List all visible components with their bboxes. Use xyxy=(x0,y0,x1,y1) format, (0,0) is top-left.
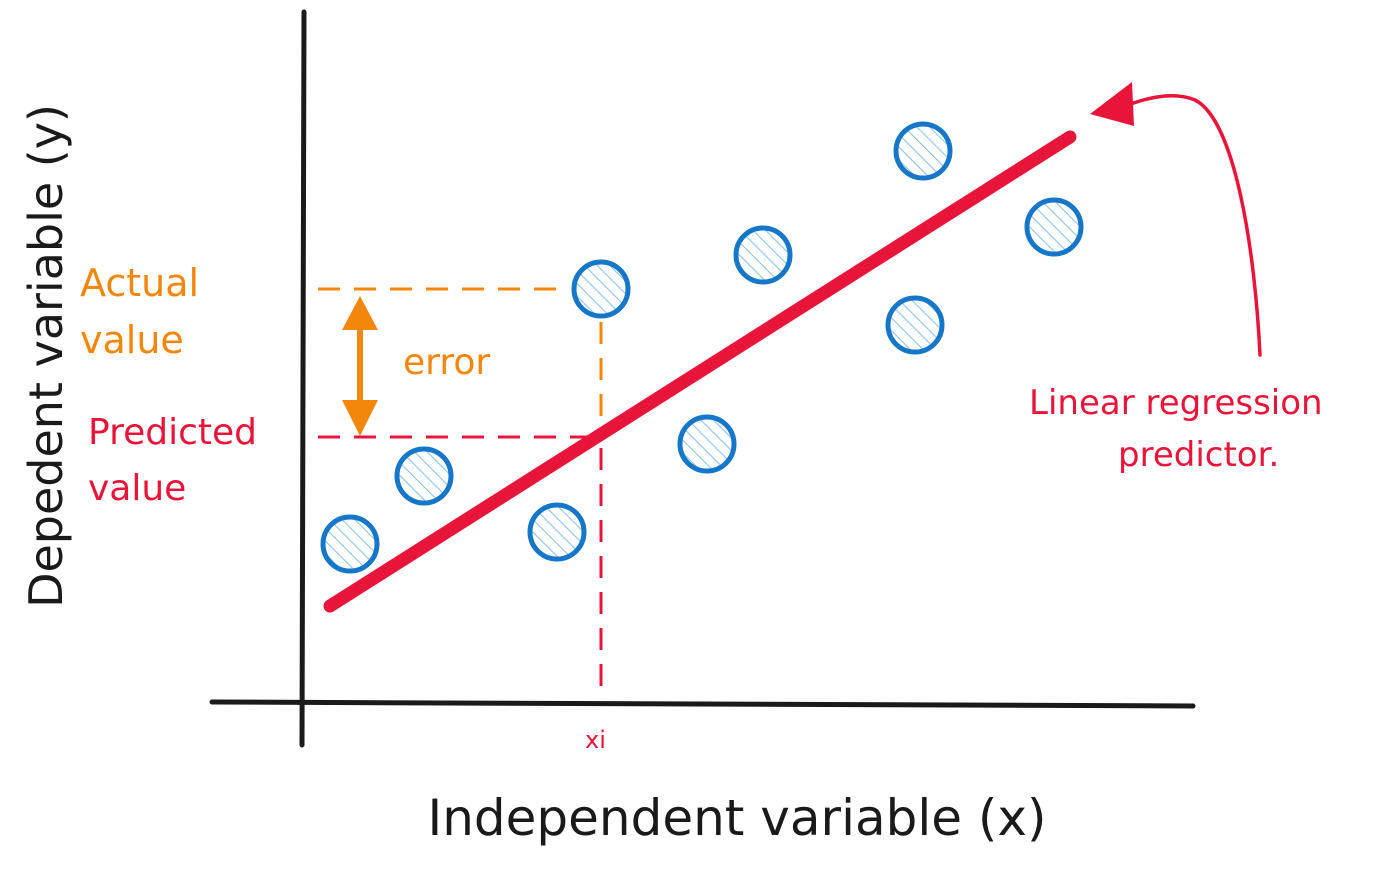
data-point xyxy=(733,225,793,285)
data-point xyxy=(527,502,587,562)
regression-annotation-arrow xyxy=(1090,82,1262,357)
data-point xyxy=(677,414,737,474)
predicted-value-label-line2: value xyxy=(88,468,186,509)
y-axis-label: Depedent variable (y) xyxy=(19,104,73,608)
error-arrow xyxy=(342,296,378,436)
data-point xyxy=(893,121,953,181)
x-axis-label: Independent variable (x) xyxy=(427,789,1046,847)
data-point xyxy=(571,259,631,319)
regression-label-line1: Linear regression xyxy=(1029,383,1323,423)
xi-label: xi xyxy=(585,726,606,754)
x-axis-line xyxy=(209,699,1196,709)
regression-label-line2: predictor. xyxy=(1118,435,1279,475)
data-point xyxy=(885,295,945,355)
actual-value-label-line2: value xyxy=(80,318,184,362)
data-point xyxy=(394,446,454,506)
data-point xyxy=(320,514,380,574)
data-point xyxy=(1024,197,1084,257)
regression-line xyxy=(323,130,1077,613)
y-axis-line xyxy=(299,9,307,748)
data-points xyxy=(320,121,1084,574)
predicted-value-label-line1: Predicted xyxy=(88,412,257,453)
error-label: error xyxy=(403,342,490,383)
actual-value-label-line1: Actual xyxy=(80,261,199,305)
